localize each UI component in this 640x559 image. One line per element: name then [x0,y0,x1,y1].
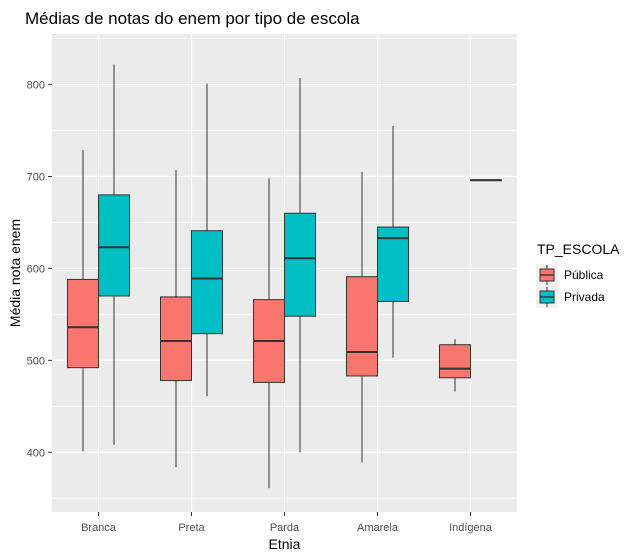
y-axis-ticks: 400 500 600 700 800 [27,80,52,459]
box-Pública-Amarela [346,171,378,463]
box-Privada-Parda [284,78,316,453]
legend-label: Privada [564,290,605,304]
legend-item-Pública: Pública [536,264,604,286]
legend: TP_ESCOLA Pública Privada [536,241,620,308]
y-tick-label: 400 [27,447,45,459]
box-body [377,226,409,302]
legend-item-Privada: Privada [536,286,605,308]
box-body [191,230,223,335]
box-Pública-Parda [253,178,285,489]
box-body [284,212,316,317]
box-Privada-Amarela [377,125,409,358]
box-body [67,278,99,369]
legend-keys: Pública Privada [536,264,605,308]
legend-label: Pública [564,268,604,282]
x-tick-label: Amarela [357,522,399,534]
x-axis-label: Etnia [269,536,301,552]
box-Pública-Preta [160,170,192,467]
box-body [160,296,192,382]
chart-title: Médias de notas do enem por tipo de esco… [25,9,360,28]
y-axis-label: Média nota enem [7,219,23,327]
y-tick-label: 700 [27,171,45,183]
box-body [346,276,378,377]
y-tick-label: 600 [27,263,45,275]
box-Privada-Branca [98,64,130,445]
y-tick-label: 800 [27,80,45,92]
box-body [439,344,471,379]
legend-title: TP_ESCOLA [537,241,620,257]
y-tick-label: 500 [27,355,45,367]
x-axis-ticks: Branca Preta Parda Amarela Indígena [81,512,493,534]
boxes [67,64,502,489]
box-Privada-Indígena [470,179,502,182]
box-Privada-Preta [191,83,223,397]
x-tick-label: Parda [270,522,300,534]
box-body [98,194,130,297]
x-tick-label: Indígena [449,522,493,534]
box-Pública-Branca [67,149,99,452]
x-tick-label: Branca [81,522,117,534]
x-tick-label: Preta [178,522,205,534]
box-Pública-Indígena [439,339,471,392]
